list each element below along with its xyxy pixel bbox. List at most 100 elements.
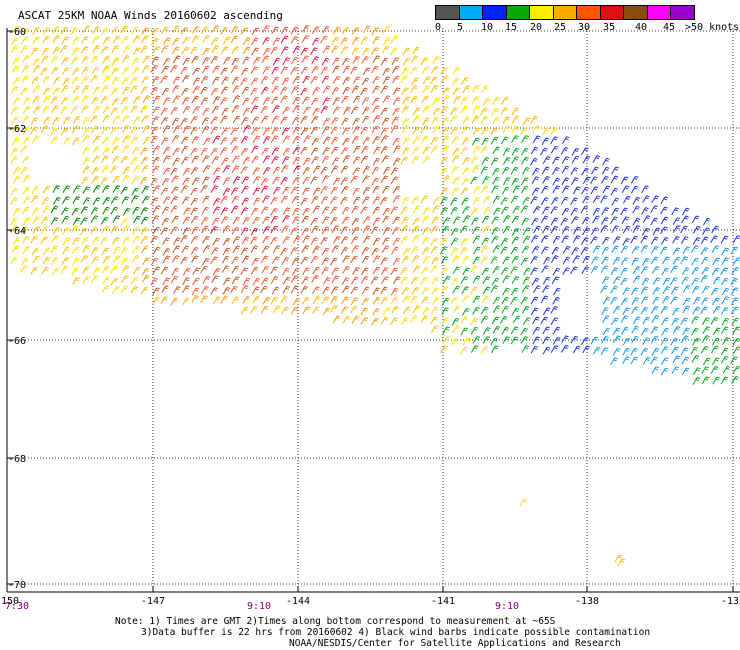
wind-barb: [410, 295, 418, 304]
wind-barb: [291, 195, 300, 204]
wind-barb: [172, 286, 181, 294]
wind-barb: [142, 257, 150, 266]
wind-barb: [421, 236, 430, 245]
wind-barb: [400, 75, 408, 84]
wind-barb: [60, 26, 69, 35]
wind-barb: [141, 35, 149, 44]
wind-barb: [700, 247, 709, 255]
wind-barb: [530, 267, 538, 276]
wind-barb: [122, 207, 131, 216]
wind-barb: [152, 145, 161, 154]
wind-barb: [551, 167, 560, 175]
wind-barb: [392, 137, 401, 146]
wind-barb: [182, 285, 190, 294]
wind-barb: [532, 336, 540, 345]
wind-barb: [71, 267, 79, 276]
wind-barb: [131, 187, 139, 196]
wind-barb: [72, 47, 80, 56]
wind-barb: [390, 317, 398, 325]
wind-barb: [480, 146, 488, 154]
wind-barb: [112, 57, 120, 66]
wind-barb: [533, 225, 541, 234]
wind-barb: [42, 116, 51, 125]
wind-barb: [382, 25, 391, 34]
wind-barb: [261, 147, 269, 156]
wind-barb: [332, 97, 341, 105]
wind-barb: [200, 97, 209, 106]
wind-barb: [400, 206, 408, 215]
wind-barb: [500, 136, 509, 145]
wind-barb: [551, 246, 560, 255]
wind-barb: [240, 166, 249, 175]
wind-barb: [190, 46, 198, 55]
wind-barb: [102, 255, 111, 264]
wind-barb: [340, 306, 349, 314]
wind-barb: [721, 277, 729, 286]
wind-barb: [182, 267, 191, 276]
wind-barb: [401, 106, 409, 114]
legend-label: 35: [603, 22, 616, 33]
wind-barb: [250, 236, 258, 245]
wind-barb: [120, 156, 129, 164]
wind-barb: [490, 256, 498, 264]
wind-barb: [271, 127, 279, 135]
wind-barb: [492, 116, 500, 125]
wind-barb: [280, 86, 288, 95]
wind-barb: [61, 36, 70, 45]
wind-barb: [290, 56, 299, 65]
wind-barb: [612, 276, 621, 284]
wind-barb: [672, 307, 680, 316]
wind-barb: [601, 276, 610, 285]
wind-barb: [102, 197, 111, 205]
wind-barb: [660, 246, 668, 255]
wind-barb: [491, 216, 499, 225]
wind-barb: [651, 315, 660, 323]
wind-barb: [521, 167, 530, 175]
wind-barb: [632, 217, 641, 226]
wind-barb: [141, 27, 150, 36]
wind-barb: [280, 247, 288, 256]
wind-barb: [212, 268, 221, 276]
wind-barb: [42, 247, 51, 256]
wind-barb: [592, 215, 600, 224]
wind-barb: [92, 86, 101, 95]
wind-barb: [460, 316, 469, 324]
wind-barb: [430, 136, 439, 145]
wind-barb: [392, 75, 400, 84]
wind-barb: [222, 36, 231, 45]
wind-barb: [261, 245, 270, 254]
wind-barb: [341, 57, 350, 66]
wind-barb: [421, 296, 429, 305]
wind-barb: [432, 97, 440, 106]
wind-barb: [121, 225, 130, 233]
wind-barb: [371, 27, 380, 36]
wind-barb: [350, 286, 359, 295]
wind-barb: [552, 337, 561, 345]
wind-barb: [181, 136, 189, 145]
wind-barb: [20, 167, 28, 175]
wind-barb: [40, 236, 49, 245]
wind-barb: [42, 105, 50, 114]
wind-barb: [680, 236, 689, 244]
wind-barb: [502, 157, 511, 165]
wind-barb: [670, 265, 678, 274]
wind-barb: [380, 57, 389, 66]
wind-barb: [52, 87, 61, 96]
wind-barb: [292, 177, 300, 185]
wind-barb: [112, 137, 120, 146]
wind-barb: [550, 306, 558, 314]
wind-barb: [12, 25, 20, 34]
wind-barb: [440, 156, 449, 165]
wind-barb: [411, 196, 420, 205]
wind-barb: [582, 227, 590, 236]
wind-barb: [301, 55, 309, 64]
wind-barb: [182, 177, 190, 186]
wind-barb: [612, 256, 621, 265]
wind-barb: [680, 256, 688, 264]
wind-barb: [242, 107, 251, 116]
wind-barb: [21, 156, 30, 165]
wind-barb: [411, 287, 420, 295]
wind-barb: [32, 65, 41, 73]
wind-barb: [422, 117, 430, 126]
wind-barb: [162, 125, 171, 134]
